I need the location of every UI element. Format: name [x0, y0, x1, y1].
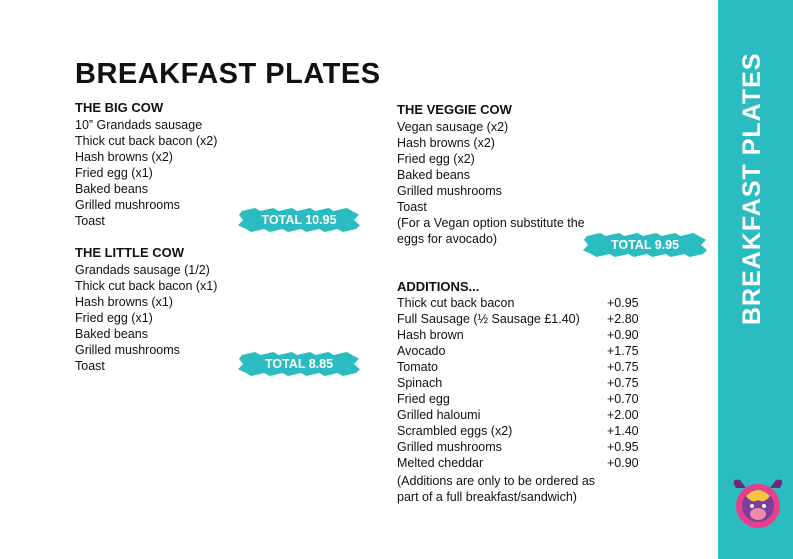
- addition-price: +0.90: [607, 328, 639, 342]
- total-text: TOTAL 10.95: [261, 213, 336, 227]
- addition-price: +0.90: [607, 456, 639, 470]
- menu-item: Hash browns (x1): [75, 295, 173, 309]
- menu-item: Vegan sausage (x2): [397, 120, 509, 134]
- menu-item: Baked beans: [75, 327, 148, 341]
- section-title: ADDITIONS...: [397, 279, 480, 294]
- addition-name: Spinach: [397, 376, 443, 390]
- menu-item: Fried egg (x2): [397, 152, 475, 166]
- menu-item: Grilled mushrooms: [397, 184, 502, 198]
- menu-item: Fried egg (x1): [75, 166, 153, 180]
- addition-name: Hash brown: [397, 328, 464, 342]
- addition-price: +1.75: [607, 344, 639, 358]
- addition-name: Tomato: [397, 360, 438, 374]
- menu-item: 10” Grandads sausage: [75, 118, 203, 132]
- addition-price: +0.70: [607, 392, 639, 406]
- sidebar: [718, 0, 793, 559]
- addition-price: +0.75: [607, 376, 639, 390]
- menu-item: Baked beans: [397, 168, 470, 182]
- addition-name: Melted cheddar: [397, 456, 484, 470]
- addition-price: +1.40: [607, 424, 639, 438]
- menu-item: Toast: [75, 359, 105, 373]
- addition-name: Fried egg: [397, 392, 450, 406]
- addition-name: Avocado: [397, 344, 446, 358]
- section-title: THE BIG COW: [75, 100, 164, 115]
- menu-item: Toast: [397, 200, 427, 214]
- addition-price: +0.95: [607, 296, 639, 310]
- menu-item: Grilled mushrooms: [75, 198, 180, 212]
- menu-item: Baked beans: [75, 182, 148, 196]
- menu-item: Hash browns (x2): [75, 150, 173, 164]
- menu-item: Grilled mushrooms: [75, 343, 180, 357]
- addition-price: +0.75: [607, 360, 639, 374]
- addition-name: Grilled mushrooms: [397, 440, 502, 454]
- menu-item: Thick cut back bacon (x1): [75, 279, 218, 293]
- menu-item: Hash browns (x2): [397, 136, 495, 150]
- total-badge: TOTAL 8.85: [238, 352, 360, 376]
- additions-note: (Additions are only to be ordered as par…: [397, 474, 596, 504]
- total-badge: TOTAL 10.95: [238, 208, 360, 232]
- menu-item: Toast: [75, 214, 105, 228]
- addition-price: +2.00: [607, 408, 639, 422]
- menu-item: Grandads sausage (1/2): [75, 263, 210, 277]
- section-title: THE VEGGIE COW: [397, 102, 512, 117]
- section-title: THE LITTLE COW: [75, 245, 185, 260]
- total-badge: TOTAL 9.95: [583, 233, 707, 257]
- menu-item: Fried egg (x1): [75, 311, 153, 325]
- addition-price: +2.80: [607, 312, 639, 326]
- total-text: TOTAL 8.85: [265, 357, 333, 371]
- addition-name: Full Sausage (½ Sausage £1.40): [397, 312, 580, 326]
- menu-item: (For a Vegan option substitute the eggs …: [397, 216, 585, 246]
- addition-name: Scrambled eggs (x2): [397, 424, 513, 438]
- menu-item: Thick cut back bacon (x2): [75, 134, 218, 148]
- addition-price: +0.95: [607, 440, 639, 454]
- total-text: TOTAL 9.95: [611, 238, 679, 252]
- sidebar-title: BREAKFAST PLATES: [738, 52, 766, 326]
- page-title: BREAKFAST PLATES: [75, 58, 381, 90]
- addition-name: Grilled haloumi: [397, 408, 481, 422]
- logo: [733, 479, 783, 528]
- addition-name: Thick cut back bacon: [397, 296, 515, 310]
